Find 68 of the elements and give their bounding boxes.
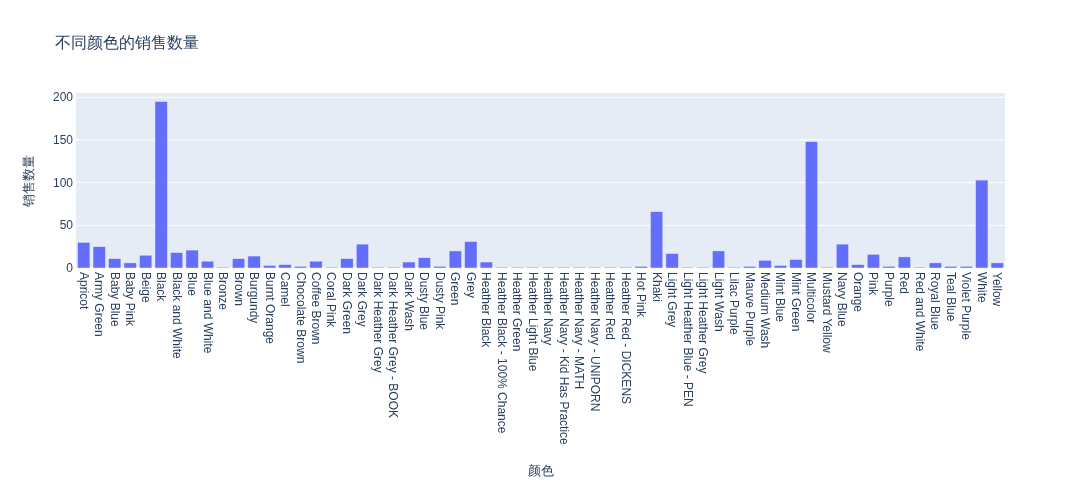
x-tick-label: Heather Light Blue: [525, 272, 540, 372]
x-tick-label: Pink: [866, 272, 881, 297]
x-tick-label: Heather Navy: [541, 272, 556, 346]
x-tick-label: Multicolor: [804, 272, 819, 324]
x-tick-label: Heather Navy - UNIPORN: [587, 272, 602, 412]
y-tick-label: 0: [66, 261, 74, 275]
x-tick-label: Heather Navy - MATH: [572, 272, 587, 390]
x-tick-label: Heather Red: [603, 272, 618, 341]
x-tick-label: Red and White: [912, 272, 927, 352]
x-tick-label: Camel: [278, 272, 293, 307]
x-tick-label: Dark Heather Grey: [370, 272, 385, 373]
x-tick-label: Baby Blue: [107, 272, 122, 328]
x-tick-label: Light Heather Blue - PEN: [680, 272, 695, 407]
x-tick-label: Mint Green: [788, 272, 803, 332]
x-tick-label: Violet Purple: [959, 272, 974, 341]
y-tick-label: 100: [52, 175, 74, 190]
x-tick-label: Black: [154, 272, 169, 303]
x-tick-label: Light Wash: [711, 272, 726, 332]
y-tick-label: 150: [52, 132, 74, 147]
x-tick-label: Heather Green: [510, 272, 525, 352]
x-tick-label: Orange: [850, 272, 865, 313]
x-tick-label: Apricot: [76, 272, 91, 311]
x-tick-label: Black and White: [169, 272, 184, 360]
x-tick-label: Grey: [463, 272, 478, 299]
x-tick-label: Dusty Blue: [417, 272, 432, 331]
x-tick-label: Heather Black: [479, 272, 494, 349]
x-tick-label: Dark Grey: [355, 272, 370, 327]
x-tick-label: Bronze: [216, 272, 231, 311]
x-tick-label: Hot Pink: [634, 272, 649, 319]
x-tick-label: Burnt Orange: [262, 272, 277, 345]
x-tick-label: Heather Black - 100% Chance: [494, 272, 509, 434]
x-tick-label: Light Heather Grey: [696, 272, 711, 374]
x-tick-label: Coffee Brown: [308, 272, 323, 345]
x-tick-label: Beige: [138, 272, 153, 304]
x-tick-label: Dark Heather Grey - BOOK: [386, 272, 401, 419]
x-tick-label: Red: [897, 272, 912, 295]
x-tick-label: Blue: [185, 272, 200, 297]
x-tick-label: Burgundy: [247, 272, 262, 324]
y-tick-label: 200: [52, 90, 74, 105]
x-tick-label: Mustard Yellow: [819, 272, 834, 354]
x-tick-label: Chocolate Brown: [293, 272, 308, 364]
x-axis-title: 颜色: [527, 462, 554, 478]
x-tick-label: White: [974, 272, 989, 303]
x-tick-label: Dark Wash: [401, 272, 416, 331]
x-tick-label: Light Grey: [665, 272, 680, 328]
x-tick-label: Yellow: [990, 272, 1005, 307]
x-tick-label: Heather Red - DICKENS: [618, 272, 633, 405]
x-tick-label: Teal Blue: [943, 272, 958, 322]
y-tick-label: 50: [59, 218, 74, 233]
x-tick-label: Heather Navy - Kid Has Practice: [556, 272, 571, 446]
x-tick-label: Navy Blue: [835, 272, 850, 328]
x-tick-label: Mauve Purple: [742, 272, 757, 347]
x-tick-label: Baby Pink: [123, 272, 138, 328]
x-tick-label: Dark Green: [339, 272, 354, 335]
x-tick-label: Green: [448, 272, 463, 306]
x-tick-label: Coral Pink: [324, 272, 339, 329]
x-tick-label: Mint Blue: [773, 272, 788, 323]
x-tick-label: Purple: [881, 272, 896, 308]
x-tick-label: Dusty Pink: [432, 272, 447, 331]
x-tick-label: Medium Wash: [758, 272, 773, 349]
x-tick-label: Brown: [231, 272, 246, 307]
x-tick-label: Blue and White: [200, 272, 215, 354]
chart-title: 不同颜色的销售数量: [55, 33, 199, 51]
x-tick-label: Army Green: [92, 272, 107, 337]
x-tick-label: Royal Blue: [928, 272, 943, 331]
y-axis-title: 销售数量: [20, 154, 36, 208]
x-tick-label: Khaki: [649, 272, 664, 303]
x-tick-label: Lilac Purple: [727, 272, 742, 336]
